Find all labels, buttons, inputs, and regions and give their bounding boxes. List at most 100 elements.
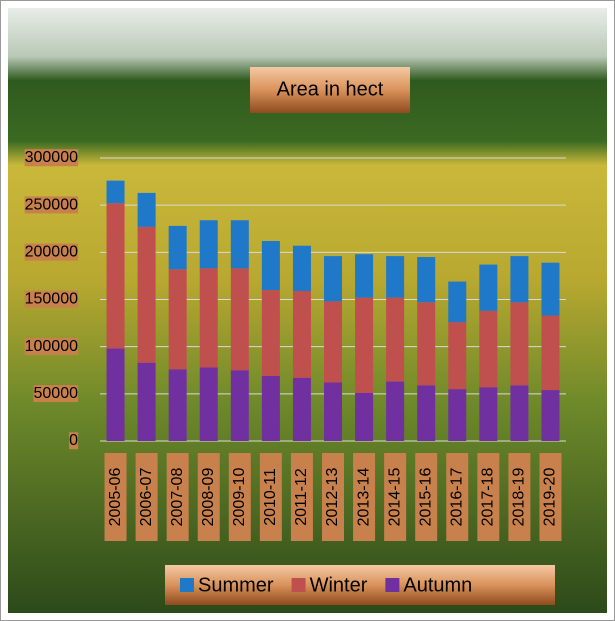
x-tick-label: 2010-11 <box>262 468 279 526</box>
bar-segment <box>417 385 436 441</box>
x-tick-box <box>290 453 313 541</box>
x-tick-label: 2017-18 <box>480 468 497 527</box>
x-tick-label: 2014-15 <box>386 468 403 527</box>
x-tick-group: 2012-13 <box>322 453 344 541</box>
y-tick-label: 200000 <box>25 244 78 261</box>
bar-segment <box>510 302 529 386</box>
x-tick-box <box>508 453 531 541</box>
legend-swatch <box>180 578 194 592</box>
x-tick-box <box>135 453 158 541</box>
bar-segment <box>386 297 405 382</box>
legend-swatch <box>291 578 306 592</box>
x-tick-label: 2015-16 <box>417 468 434 527</box>
bar-segment <box>417 302 436 386</box>
y-tick-label: 0 <box>69 432 78 449</box>
title-box <box>250 67 410 113</box>
x-tick-box <box>384 453 407 541</box>
y-tick-label: 300000 <box>25 149 78 166</box>
bar-segment <box>106 203 125 349</box>
bar-segment <box>510 385 529 441</box>
bar-segment <box>448 281 467 323</box>
bar-segment <box>199 268 218 368</box>
x-tick-group: 2017-18 <box>477 453 500 541</box>
bar-segment <box>479 264 498 311</box>
legend-label: Autumn <box>403 574 472 596</box>
x-tick-group: 2008-09 <box>197 453 220 541</box>
x-tick-box <box>539 453 562 541</box>
y-tick-box <box>33 385 79 403</box>
y-tick-box <box>24 196 79 214</box>
x-tick-label: 2006-07 <box>138 468 155 527</box>
x-tick-group: 2015-16 <box>415 453 438 541</box>
chart-title: Area in hect <box>277 78 384 100</box>
bar-segment <box>168 269 187 370</box>
bar-segment <box>541 390 560 441</box>
bar-segment <box>479 310 498 388</box>
legend-label: Summer <box>198 574 274 596</box>
x-tick-group: 2014-15 <box>384 453 407 541</box>
x-tick-group: 2011-12 <box>290 453 313 541</box>
bar-segment <box>355 392 374 441</box>
bar-segment <box>137 226 156 363</box>
bar-segment <box>292 377 311 441</box>
y-tick-box <box>69 432 79 450</box>
x-tick-group: 2016-17 <box>446 453 469 541</box>
x-tick-label: 2009-10 <box>231 468 248 527</box>
x-tick-box <box>259 453 282 541</box>
bar-segment <box>261 290 280 376</box>
bar-segment <box>510 256 529 303</box>
bar-segment <box>230 370 249 441</box>
bar-segment <box>199 367 218 441</box>
x-tick-box <box>477 453 500 541</box>
y-tick-box <box>24 243 79 261</box>
bar-segment <box>292 291 311 378</box>
x-tick-box <box>322 453 344 541</box>
x-tick-group: 2007-08 <box>166 453 189 541</box>
bar-segment <box>386 256 405 298</box>
bar-segment <box>106 180 125 204</box>
x-tick-label: 2005-06 <box>107 468 124 527</box>
x-tick-box <box>415 453 438 541</box>
bar-segment <box>168 369 187 441</box>
y-tick-box <box>24 337 79 355</box>
x-tick-group: 2019-20 <box>539 453 562 541</box>
y-tick-label: 100000 <box>25 338 78 355</box>
bar-segment <box>199 220 218 269</box>
bar-segment <box>292 245 311 292</box>
y-tick-label: 50000 <box>34 385 79 402</box>
x-tick-label: 2007-08 <box>169 468 186 527</box>
x-tick-group: 2009-10 <box>228 453 251 541</box>
y-tick-box <box>24 290 79 308</box>
x-tick-box <box>446 453 469 541</box>
bar-segment <box>137 362 156 441</box>
bar-segment <box>355 254 374 298</box>
bar-segment <box>541 315 560 391</box>
bar-segment <box>448 389 467 441</box>
x-tick-group: 2006-07 <box>135 453 158 541</box>
bar-segment <box>541 262 560 316</box>
bar-segment <box>355 297 374 393</box>
bar-segment <box>261 375 280 441</box>
y-tick-label: 150000 <box>25 291 78 308</box>
x-tick-label: 2019-20 <box>542 468 559 527</box>
x-tick-box <box>197 453 220 541</box>
x-tick-box <box>104 453 127 541</box>
x-tick-box <box>166 453 189 541</box>
x-tick-label: 2008-09 <box>200 468 217 527</box>
legend-swatch <box>385 578 400 592</box>
x-tick-group: 2010-11 <box>259 453 282 541</box>
legend-label: Winter <box>310 574 368 596</box>
x-tick-box <box>353 453 376 541</box>
y-tick-label: 250000 <box>25 196 78 213</box>
x-tick-label: 2016-17 <box>448 468 465 527</box>
x-tick-label: 2013-14 <box>355 468 372 527</box>
x-tick-group: 2005-06 <box>104 453 127 541</box>
bar-segment <box>137 192 156 227</box>
bar-segment <box>230 220 249 269</box>
bar-segment <box>386 381 405 441</box>
x-tick-box <box>228 453 251 541</box>
bar-segment <box>230 268 249 371</box>
y-tick-box <box>24 149 79 167</box>
bar-segment <box>324 301 342 383</box>
